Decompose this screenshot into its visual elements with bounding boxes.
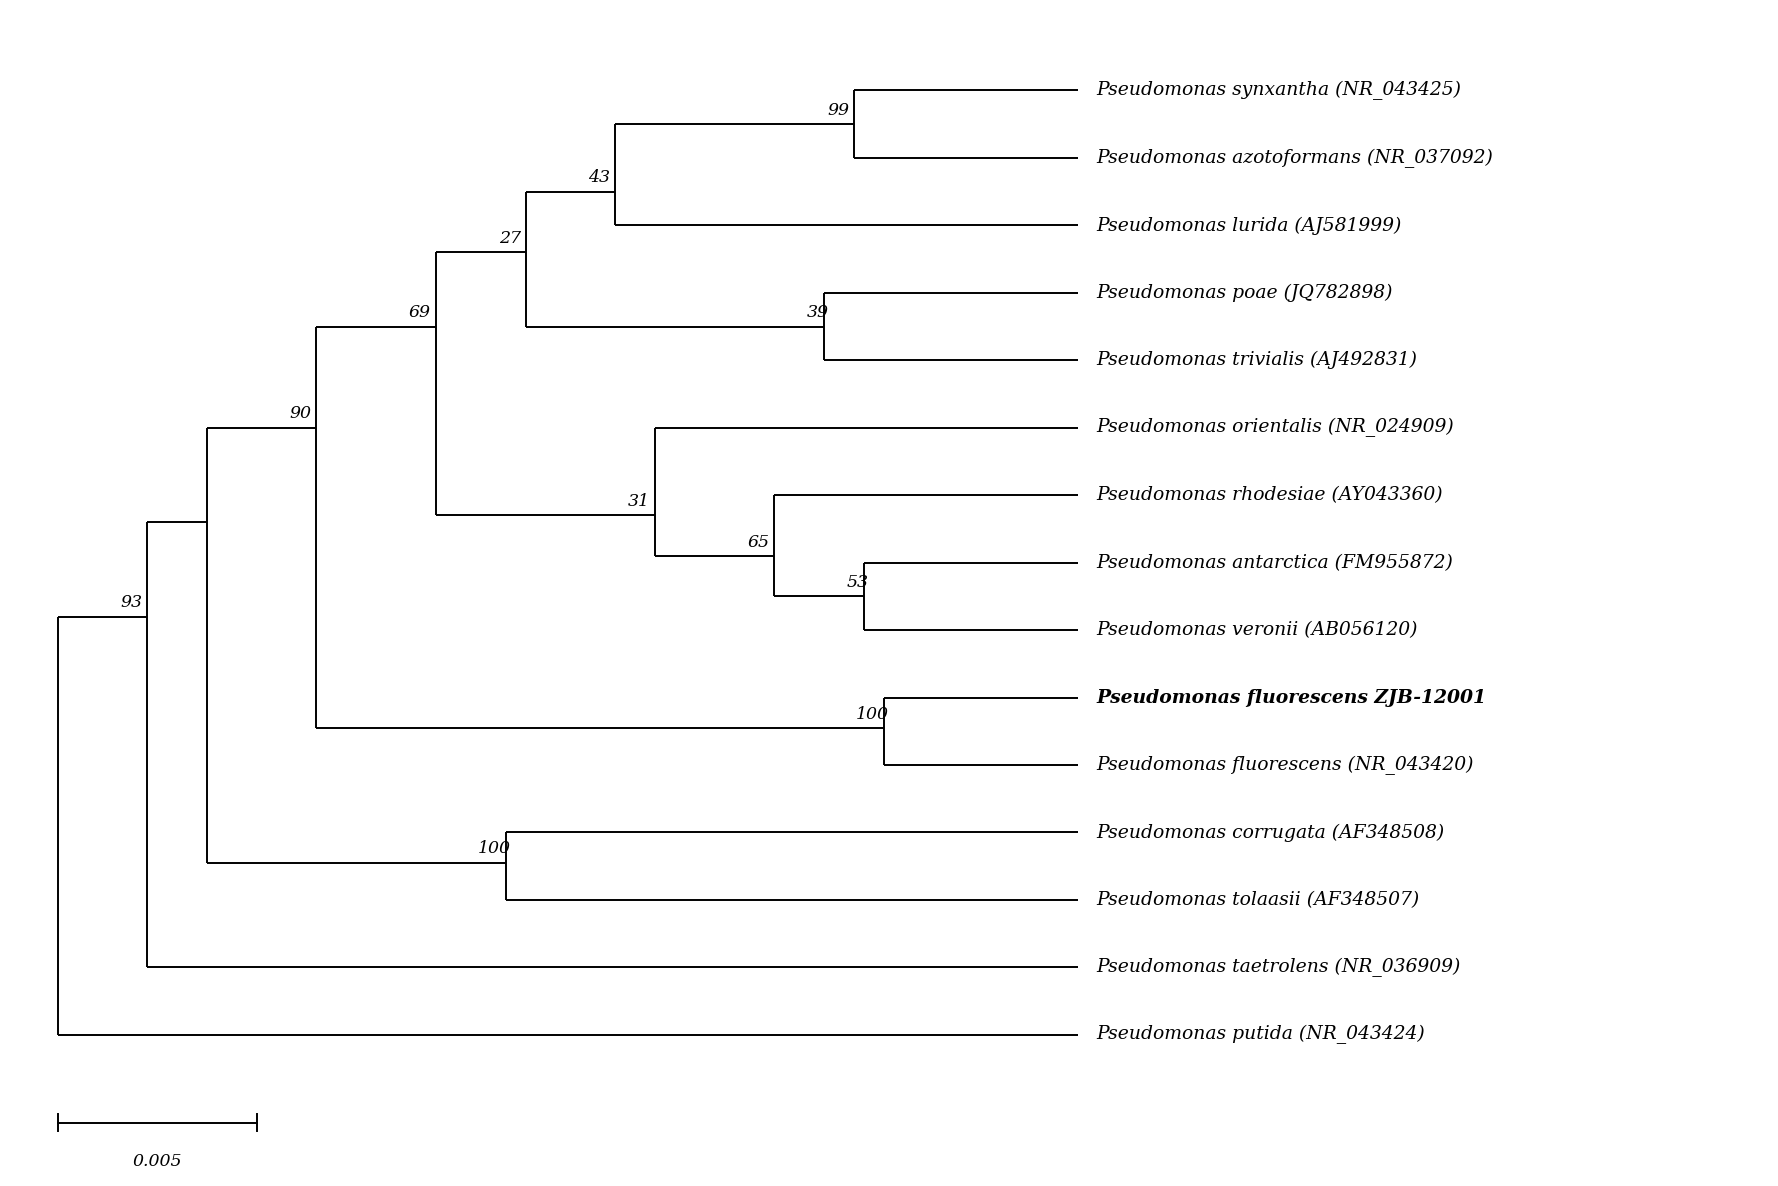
Text: 100: 100 [855, 706, 889, 722]
Text: Pseudomonas veronii (AB056120): Pseudomonas veronii (AB056120) [1095, 621, 1417, 639]
Text: 69: 69 [409, 304, 430, 321]
Text: 65: 65 [747, 534, 770, 550]
Text: Pseudomonas putida (NR_043424): Pseudomonas putida (NR_043424) [1095, 1025, 1424, 1045]
Text: Pseudomonas taetrolens (NR_036909): Pseudomonas taetrolens (NR_036909) [1095, 958, 1460, 977]
Text: 43: 43 [589, 170, 610, 186]
Text: Pseudomonas fluorescens (NR_043420): Pseudomonas fluorescens (NR_043420) [1095, 755, 1474, 774]
Text: Pseudomonas trivialis (AJ492831): Pseudomonas trivialis (AJ492831) [1095, 351, 1417, 369]
Text: Pseudomonas poae (JQ782898): Pseudomonas poae (JQ782898) [1095, 283, 1392, 302]
Text: 0.005: 0.005 [132, 1153, 181, 1169]
Text: 27: 27 [498, 230, 521, 247]
Text: 53: 53 [846, 574, 869, 591]
Text: 100: 100 [478, 841, 510, 857]
Text: Pseudomonas rhodesiae (AY043360): Pseudomonas rhodesiae (AY043360) [1095, 486, 1442, 504]
Text: Pseudomonas orientalis (NR_024909): Pseudomonas orientalis (NR_024909) [1095, 419, 1454, 438]
Text: Pseudomonas azotoformans (NR_037092): Pseudomonas azotoformans (NR_037092) [1095, 148, 1494, 167]
Text: Pseudomonas fluorescens ZJB-12001: Pseudomonas fluorescens ZJB-12001 [1095, 689, 1486, 707]
Text: 93: 93 [121, 594, 142, 611]
Text: Pseudomonas tolaasii (AF348507): Pseudomonas tolaasii (AF348507) [1095, 891, 1419, 908]
Text: Pseudomonas antarctica (FM955872): Pseudomonas antarctica (FM955872) [1095, 554, 1453, 572]
Text: Pseudomonas synxantha (NR_043425): Pseudomonas synxantha (NR_043425) [1095, 81, 1462, 100]
Text: 99: 99 [827, 102, 850, 119]
Text: 39: 39 [807, 304, 829, 321]
Text: 90: 90 [290, 406, 311, 422]
Text: 31: 31 [628, 493, 651, 510]
Text: Pseudomonas lurida (AJ581999): Pseudomonas lurida (AJ581999) [1095, 216, 1401, 235]
Text: Pseudomonas corrugata (AF348508): Pseudomonas corrugata (AF348508) [1095, 823, 1444, 842]
